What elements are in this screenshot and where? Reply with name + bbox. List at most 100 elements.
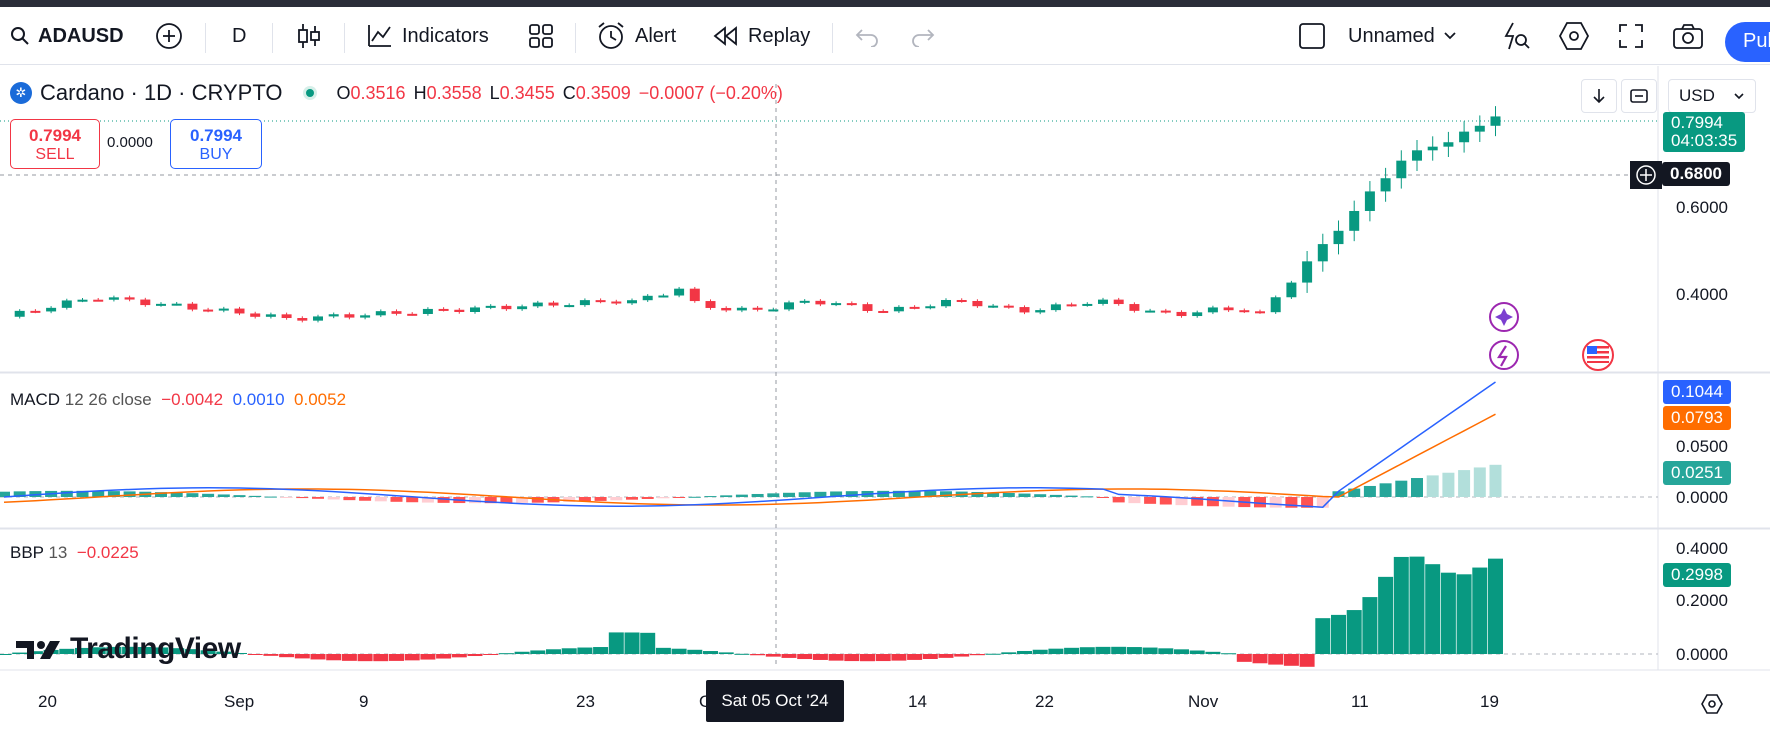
- macd-hist-bar: [1285, 497, 1298, 508]
- candle-body: [501, 305, 512, 310]
- candle-body: [831, 303, 842, 306]
- layout-button[interactable]: [1298, 7, 1326, 65]
- window-top-border: [0, 0, 1770, 7]
- fullscreen-button[interactable]: [1618, 7, 1644, 65]
- macd-hist-bar: [469, 497, 481, 504]
- bbp-legend[interactable]: BBP 13 −0.0225: [10, 543, 139, 563]
- templates-button[interactable]: [527, 7, 555, 65]
- chart-type-button[interactable]: [296, 7, 322, 65]
- undo-button[interactable]: [854, 7, 880, 65]
- crosshair-add-icon[interactable]: [1630, 161, 1662, 189]
- symbol-name: ADAUSD: [38, 24, 124, 47]
- macd-hist-bar: [908, 490, 921, 497]
- hexagon-settings-icon: [1558, 22, 1590, 50]
- bbp-bar: [687, 649, 703, 654]
- spread-value: 0.0000: [107, 134, 153, 151]
- candle-body: [313, 316, 323, 321]
- tradingview-logo[interactable]: TradingView: [14, 632, 241, 666]
- compare-symbol-button[interactable]: [154, 7, 184, 65]
- candle-body: [768, 309, 779, 312]
- publish-button[interactable]: Pub: [1725, 22, 1770, 62]
- candle-body: [1427, 146, 1438, 151]
- alert-button[interactable]: Alert: [595, 7, 676, 65]
- candle-body: [752, 307, 763, 310]
- sell-button[interactable]: 0.7994 SELL: [10, 119, 100, 169]
- bbp-bar: [122, 646, 138, 654]
- bbp-bar: [844, 654, 860, 662]
- candle-body: [454, 309, 465, 312]
- sell-price: 0.7994: [29, 126, 81, 145]
- candle-body: [988, 305, 999, 308]
- legend-title[interactable]: Cardano · 1D · CRYPTO: [40, 80, 283, 105]
- bbp-bar: [279, 654, 295, 658]
- macd-hist-bar: [516, 497, 529, 503]
- ohlc-change: −0.0007 (−0.20%): [638, 82, 783, 103]
- bbp-bar: [1299, 654, 1315, 667]
- time-axis-settings-icon[interactable]: [1700, 693, 1724, 715]
- market-status-dot-icon[interactable]: [302, 86, 317, 100]
- macd-hist-bar: [1112, 497, 1125, 503]
- macd-histogram: [0, 464, 1502, 508]
- macd-hist-bar: [830, 491, 843, 497]
- bbp-axis-label: 0.0000: [1676, 645, 1728, 664]
- bbp-bar: [420, 654, 436, 660]
- macd-legend[interactable]: MACD 12 26 close −0.0042 0.0010 0.0052: [10, 390, 346, 410]
- macd-hist-bar: [1489, 464, 1502, 497]
- bbp-bar: [451, 654, 467, 658]
- macd-hist-bar: [1065, 495, 1078, 497]
- bbp-bar: [373, 654, 389, 662]
- macd-line-tag: 0.1044: [1663, 380, 1731, 404]
- us-flag-economic-event-icon[interactable]: [1582, 339, 1614, 371]
- ohlc-low: L0.3455: [490, 83, 555, 104]
- macd-hist-bar: [374, 497, 387, 502]
- candle-body: [909, 306, 920, 309]
- bbp-bar: [797, 654, 813, 660]
- candle-body: [1239, 310, 1250, 313]
- bbp-bar: [1158, 648, 1174, 654]
- macd-hist-bar: [312, 497, 324, 499]
- ohlc-low-value: 0.3455: [499, 82, 555, 103]
- macd-hist-bar: [924, 491, 937, 497]
- event-lightning-icon[interactable]: [1489, 340, 1519, 370]
- currency-select[interactable]: USD: [1668, 79, 1756, 113]
- quick-search-button[interactable]: [1500, 7, 1530, 65]
- macd-hist-bar: [610, 497, 623, 501]
- candle-body: [1396, 160, 1407, 179]
- price-axis-label: 0.6000: [1676, 198, 1728, 217]
- layout-name-button[interactable]: Unnamed: [1348, 7, 1457, 65]
- ohlc-close-label: C: [562, 82, 576, 103]
- macd-hist-bar: [751, 493, 764, 497]
- macd-hist-bar: [107, 491, 120, 497]
- macd-hist-bar: [688, 496, 701, 498]
- settings-button[interactable]: [1558, 7, 1590, 65]
- macd-hist-bar: [1034, 494, 1047, 497]
- candle-body: [1145, 310, 1156, 313]
- indicators-button[interactable]: Indicators: [366, 7, 489, 65]
- ohlc-low-label: L: [489, 82, 500, 103]
- buy-button[interactable]: 0.7994 BUY: [170, 119, 262, 169]
- redo-button[interactable]: [910, 7, 936, 65]
- bbp-bar: [765, 654, 781, 657]
- bbp-bar: [341, 654, 357, 661]
- bbp-bar: [1095, 646, 1111, 654]
- symbol-search-button[interactable]: ADAUSD: [10, 7, 124, 65]
- bbp-bar: [1001, 652, 1017, 654]
- snapshot-button[interactable]: [1672, 7, 1704, 65]
- interval-button[interactable]: D: [232, 7, 246, 65]
- toolbar-divider: [575, 23, 576, 53]
- chart-canvas[interactable]: [0, 66, 1770, 731]
- reset-chart-button[interactable]: [1621, 79, 1657, 113]
- event-sparkle-icon[interactable]: [1489, 302, 1519, 332]
- bbp-bar: [640, 632, 656, 654]
- bbp-bar: [310, 654, 326, 660]
- bbp-bar: [1236, 654, 1252, 662]
- macd-hist-bar: [1301, 497, 1314, 508]
- candle-body: [438, 308, 449, 311]
- bbp-bar: [608, 632, 624, 654]
- scroll-to-latest-button[interactable]: [1581, 79, 1617, 113]
- bbp-bar: [436, 654, 452, 659]
- time-axis-label: 11: [1351, 692, 1369, 711]
- macd-hist-bar: [720, 495, 733, 497]
- macd-hist-bar: [704, 496, 717, 498]
- replay-button[interactable]: Replay: [712, 7, 810, 65]
